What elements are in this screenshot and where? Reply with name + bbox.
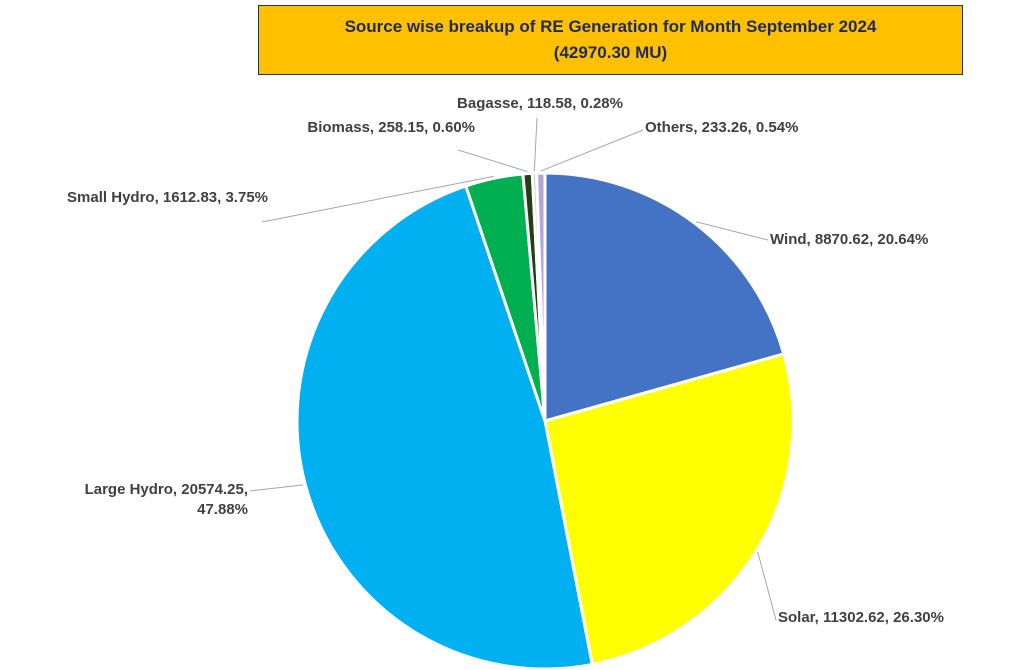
leader-line xyxy=(261,175,494,223)
data-label: Small Hydro, 1612.83, 3.75% xyxy=(67,189,268,206)
data-label: Bagasse, 118.58, 0.28% xyxy=(457,95,623,112)
leader-line xyxy=(249,484,304,492)
pie-slice xyxy=(534,171,547,422)
data-label: Solar, 11302.62, 26.30% xyxy=(778,609,944,626)
leader-line xyxy=(695,221,769,241)
data-label: Large Hydro, 20574.25, 47.88% xyxy=(84,481,248,518)
chart-title: Source wise breakup of RE Generation for… xyxy=(258,5,963,75)
data-label: Biomass, 258.15, 0.60% xyxy=(307,119,475,136)
pie-slice xyxy=(543,171,786,423)
leader-line xyxy=(533,117,538,172)
pie-slice xyxy=(543,352,795,667)
leader-line xyxy=(540,129,644,172)
data-label: Others, 233.26, 0.54% xyxy=(645,119,799,136)
leader-line xyxy=(457,149,528,173)
leader-line xyxy=(757,552,777,621)
data-label: Wind, 8870.62, 20.64% xyxy=(770,231,929,248)
pie-slice xyxy=(295,184,595,670)
